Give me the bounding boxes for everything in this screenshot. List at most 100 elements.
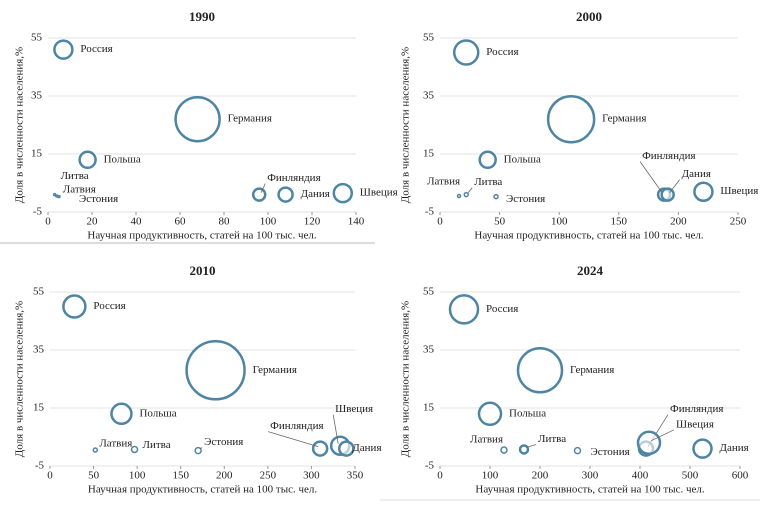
y-tick-label: -5 — [425, 206, 435, 218]
y-tick-label: 35 — [33, 344, 45, 356]
bubble — [636, 430, 662, 456]
bubble — [452, 39, 480, 66]
bubble-label: Россия — [93, 300, 125, 312]
x-tick-label: 200 — [532, 470, 549, 482]
bubble-label: Дания — [682, 168, 711, 180]
bubble-label: Литва — [474, 176, 502, 188]
y-tick-label: 35 — [31, 90, 43, 102]
bubble-label: Литва — [143, 439, 171, 451]
x-tick-label: 120 — [304, 216, 321, 228]
y-tick-label: 15 — [31, 148, 43, 160]
bubble-label: Россия — [486, 303, 518, 315]
bubble-label: Польша — [139, 407, 176, 419]
x-tick-label: 140 — [348, 216, 365, 228]
chart-title: 2000 — [576, 9, 602, 24]
x-tick-label: 350 — [347, 470, 364, 482]
bubble — [478, 150, 497, 170]
bubble — [174, 95, 221, 143]
y-tick-label: 55 — [31, 32, 43, 44]
bubble-label: Дания — [301, 188, 330, 200]
x-tick-label: 60 — [175, 216, 187, 228]
bubble — [185, 340, 246, 401]
bubble — [516, 347, 564, 394]
bubble — [332, 182, 354, 204]
x-axis-label: Научная продуктивность, статей на 100 ты… — [475, 484, 704, 496]
bubble-label: Латвия — [63, 184, 96, 196]
bubble — [57, 194, 61, 199]
bubble — [110, 402, 133, 426]
bubble-label: Польша — [504, 153, 541, 165]
x-tick-label: 0 — [47, 470, 53, 482]
y-tick-label: -5 — [425, 460, 435, 472]
bubble — [277, 186, 294, 203]
bubble-label: Литва — [61, 170, 89, 182]
bubble — [53, 39, 74, 60]
chart-title: 2010 — [190, 263, 216, 278]
leader-line — [260, 183, 266, 193]
leader-line — [199, 447, 203, 449]
x-tick-label: 150 — [172, 470, 189, 482]
bubble-label: Латвия — [99, 438, 132, 450]
leader-line — [650, 429, 675, 442]
x-tick-label: 0 — [437, 216, 443, 228]
bubble-label: Латвия — [470, 434, 503, 446]
x-axis-label: Научная продуктивность, статей на 100 ты… — [87, 230, 316, 242]
x-tick-label: 150 — [611, 216, 628, 228]
y-axis-label: Доля в численности населения,% — [400, 47, 412, 203]
bubble — [130, 445, 139, 454]
bubble — [692, 438, 713, 459]
bubble-label: Швеция — [335, 403, 373, 415]
y-axis-label: Доля в численности населения,% — [14, 301, 26, 457]
bubble-label: Германия — [570, 364, 614, 376]
x-tick-label: 50 — [88, 470, 100, 482]
bubble-label: Германия — [228, 113, 272, 125]
x-tick-label: 0 — [437, 470, 443, 482]
bubble-label: Латвия — [427, 176, 460, 188]
bubble — [463, 191, 469, 198]
bubble-label: Финляндия — [270, 420, 323, 432]
leader-line — [467, 187, 473, 193]
bubble — [693, 181, 714, 202]
y-axis-label: Доля в численности населения,% — [14, 47, 26, 203]
x-tick-label: 100 — [482, 470, 499, 482]
bubble — [448, 294, 480, 325]
y-tick-label: 55 — [33, 286, 45, 298]
bubble — [456, 193, 462, 199]
bubble-label: Эстония — [204, 436, 243, 448]
x-axis-label: Научная продуктивность, статей на 100 ты… — [474, 230, 703, 242]
x-tick-label: 80 — [219, 216, 231, 228]
bubble — [500, 446, 508, 454]
bubble — [92, 447, 99, 453]
y-tick-label: 55 — [423, 32, 435, 44]
bubble-label: Эстония — [591, 446, 630, 458]
x-tick-label: 100 — [551, 216, 568, 228]
bubble-label: Швеция — [720, 185, 758, 197]
bubble — [660, 187, 675, 202]
x-tick-label: 200 — [216, 470, 233, 482]
bubble — [546, 94, 596, 144]
leader-line — [639, 161, 663, 193]
bubble-label: Швеция — [676, 418, 714, 430]
y-tick-label: 15 — [33, 402, 45, 414]
bubble-label: Финляндия — [642, 150, 695, 162]
bubble-label: Финляндия — [670, 403, 723, 415]
x-tick-label: 20 — [87, 216, 99, 228]
y-tick-label: 35 — [423, 90, 435, 102]
x-tick-label: 0 — [45, 216, 51, 228]
x-axis-label: Научная продуктивность, статей на 100 ты… — [88, 484, 317, 496]
y-tick-label: 35 — [423, 344, 435, 356]
chart-title: 2024 — [577, 263, 604, 278]
bubble-label: Германия — [253, 364, 297, 376]
bubble-label: Литва — [538, 433, 566, 445]
bubble-label: Швеция — [360, 187, 398, 199]
x-tick-label: 300 — [582, 470, 599, 482]
x-tick-label: 600 — [732, 470, 749, 482]
leader-line — [332, 414, 339, 444]
bubble — [194, 446, 202, 455]
x-tick-label: 500 — [682, 470, 699, 482]
bubble — [251, 187, 267, 202]
leader-line — [268, 431, 319, 447]
x-tick-label: 200 — [670, 216, 687, 228]
bubble-label: Дания — [352, 442, 381, 454]
bubble — [573, 446, 582, 455]
